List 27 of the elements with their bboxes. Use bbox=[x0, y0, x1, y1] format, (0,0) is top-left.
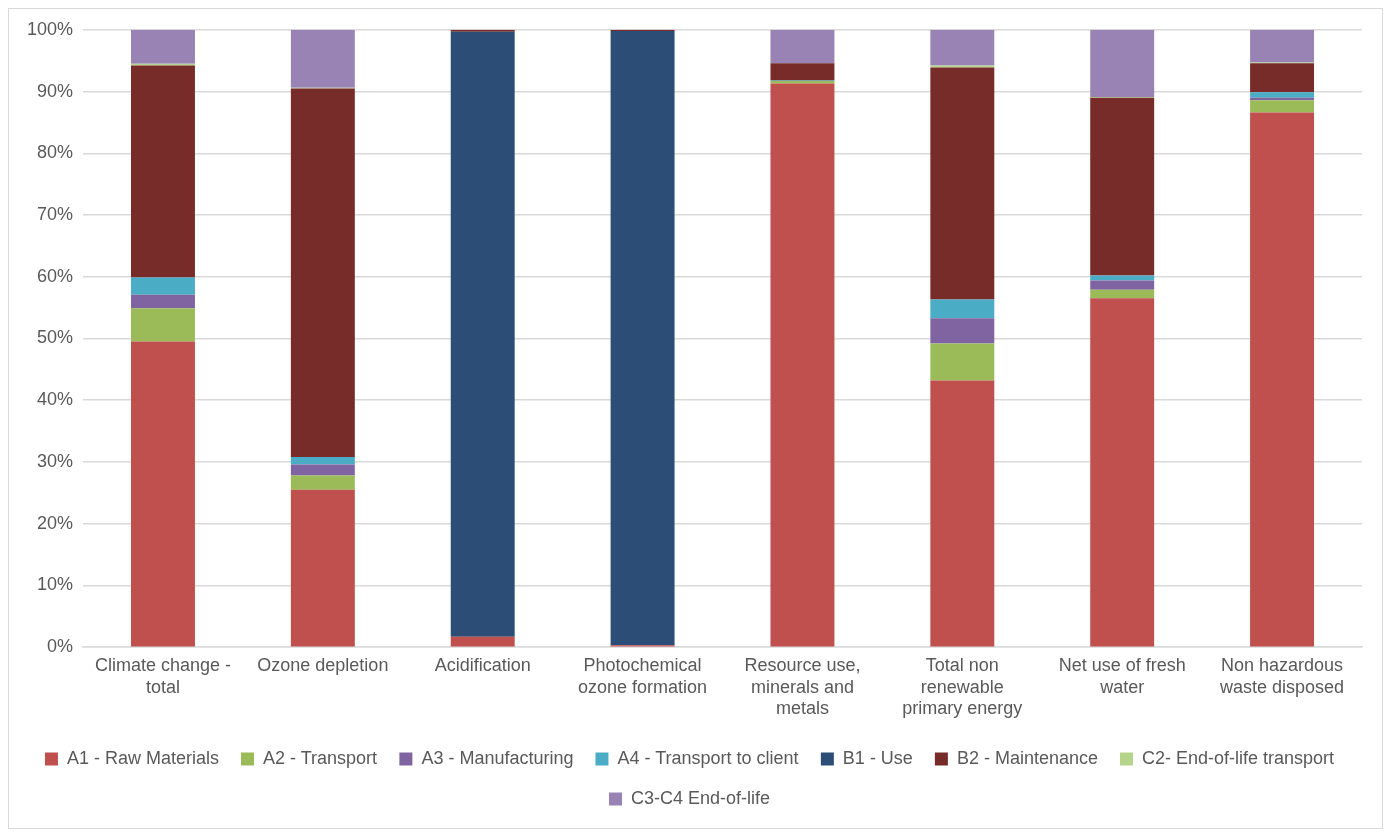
x-tick-label: Non hazardous waste disposed bbox=[1219, 654, 1345, 697]
legend-label: A1 - Raw Materials bbox=[66, 747, 220, 768]
y-tick-label: 80% bbox=[37, 142, 74, 163]
y-tick-label: 20% bbox=[37, 512, 74, 533]
x-tick-label: Climate change - total bbox=[94, 654, 232, 697]
legend-label: B2 - Maintenance bbox=[956, 747, 1098, 768]
y-tick-label: 50% bbox=[37, 327, 74, 348]
x-tick-label: Photochemical ozone formation bbox=[578, 654, 708, 697]
legend-label: A3 - Manufacturing bbox=[421, 747, 574, 768]
legend-label: C3-C4 End-of-life bbox=[630, 787, 771, 808]
y-tick-label: 10% bbox=[37, 574, 74, 595]
x-tick-label: Total non renewable primary energy bbox=[902, 654, 1023, 719]
x-tick-label: Net use of fresh water bbox=[1058, 654, 1186, 697]
x-tick-label: Acidification bbox=[434, 654, 531, 675]
y-tick-label: 30% bbox=[37, 450, 74, 471]
legend-label: A4 - Transport to client bbox=[617, 747, 799, 768]
y-tick-label: 100% bbox=[26, 18, 74, 39]
legend-label: A2 - Transport bbox=[263, 747, 378, 768]
y-tick-label: 90% bbox=[37, 80, 74, 101]
y-tick-label: 40% bbox=[37, 389, 74, 410]
y-tick-label: 70% bbox=[37, 203, 74, 224]
y-tick-label: 0% bbox=[47, 636, 74, 657]
legend-label: B1 - Use bbox=[842, 747, 913, 768]
legend-label: C2- End-of-life transport bbox=[1141, 747, 1335, 768]
x-tick-label: Ozone depletion bbox=[257, 654, 389, 675]
y-tick-label: 60% bbox=[37, 265, 74, 286]
x-tick-label: Resource use, minerals and metals bbox=[744, 654, 861, 719]
